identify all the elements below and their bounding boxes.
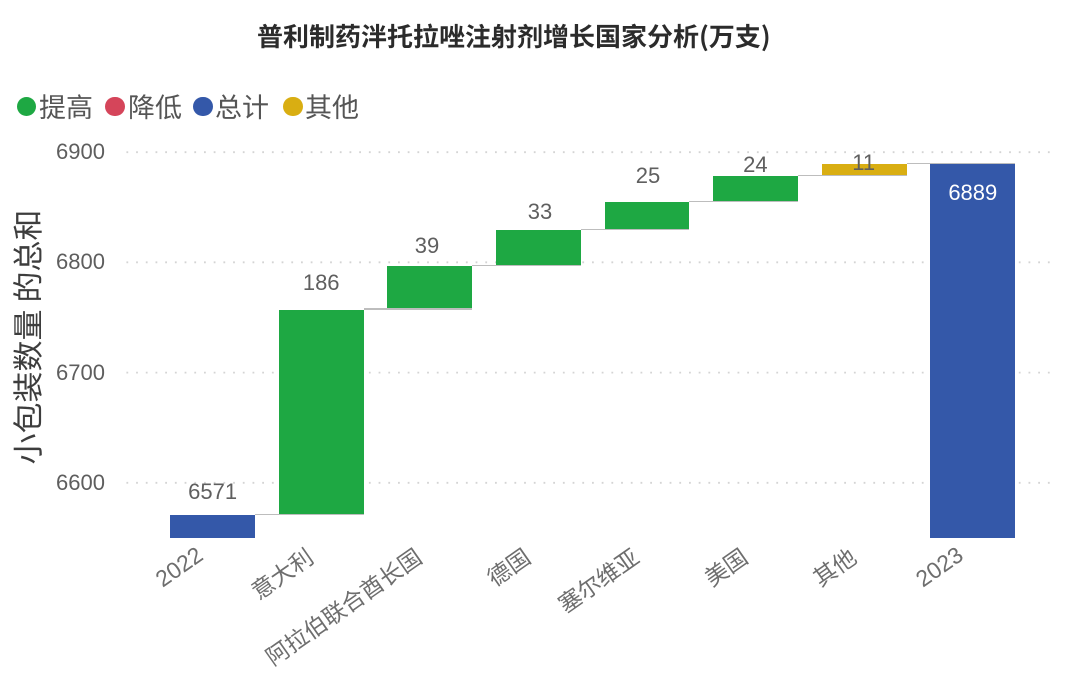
svg-text:2022: 2022 [151, 541, 208, 592]
svg-text:2023: 2023 [911, 541, 968, 592]
